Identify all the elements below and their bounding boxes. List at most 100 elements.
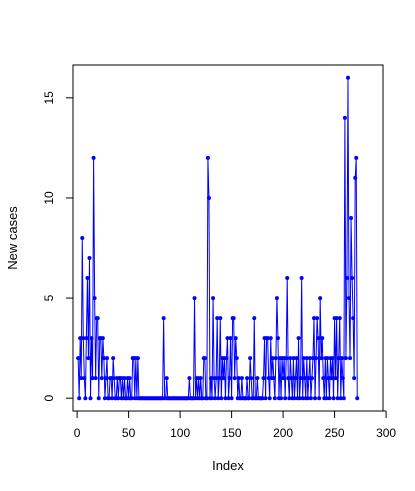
x-tick-label: 300 — [376, 426, 396, 440]
data-point — [255, 376, 260, 381]
x-tick-label: 200 — [273, 426, 293, 440]
data-point — [287, 396, 292, 401]
data-point — [288, 356, 293, 361]
data-point — [229, 396, 234, 401]
data-point — [101, 356, 106, 361]
data-point — [312, 316, 316, 321]
data-point — [239, 376, 244, 381]
data-point — [77, 396, 82, 401]
data-point — [317, 396, 322, 401]
data-point — [340, 376, 345, 381]
data-point — [248, 356, 253, 361]
data-point — [211, 296, 216, 301]
data-point — [76, 356, 81, 361]
data-point — [122, 376, 127, 381]
data-point — [82, 376, 87, 381]
y-tick-label: 0 — [42, 395, 56, 402]
data-point — [224, 356, 229, 361]
data-point — [231, 316, 236, 321]
data-point — [326, 376, 331, 381]
data-point — [233, 336, 238, 341]
data-point — [202, 356, 207, 361]
data-point — [227, 376, 232, 381]
data-point — [99, 376, 104, 381]
data-point — [102, 396, 107, 401]
data-point — [298, 376, 303, 381]
data-point — [342, 115, 347, 120]
data-point — [112, 376, 117, 381]
data-point — [339, 356, 344, 361]
data-point — [93, 376, 98, 381]
data-point — [111, 356, 116, 361]
data-point — [289, 376, 294, 381]
data-point — [198, 376, 203, 381]
data-point — [296, 336, 301, 341]
data-point — [300, 396, 305, 401]
data-point — [329, 376, 334, 381]
data-point — [209, 376, 214, 381]
data-point — [104, 356, 109, 361]
data-point — [164, 376, 169, 381]
x-axis: 0 50 100 150 200 250 300 — [74, 410, 396, 440]
x-tick-label: 100 — [170, 426, 190, 440]
data-point — [127, 376, 132, 381]
data-point — [355, 396, 360, 401]
data-point — [279, 396, 284, 401]
data-point — [270, 356, 275, 361]
data-point — [350, 276, 355, 281]
x-tick-label: 0 — [74, 426, 81, 440]
data-point — [319, 356, 324, 361]
data-point — [292, 396, 297, 401]
data-point — [285, 276, 290, 281]
data-point — [293, 376, 298, 381]
data-point — [315, 316, 320, 321]
data-point — [314, 356, 319, 361]
data-point — [299, 276, 304, 281]
data-point — [321, 376, 326, 381]
data-point — [335, 396, 340, 401]
data-point — [214, 376, 219, 381]
data-point — [210, 396, 215, 401]
y-tick-label: 15 — [42, 91, 56, 105]
series-group — [76, 75, 360, 401]
data-point — [245, 376, 250, 381]
data-point — [205, 155, 210, 160]
data-point — [218, 316, 223, 321]
data-point — [91, 155, 96, 160]
data-point — [313, 396, 318, 401]
data-point — [294, 356, 299, 361]
data-point — [85, 276, 90, 281]
data-point — [252, 316, 257, 321]
data-point — [100, 336, 105, 341]
data-point — [206, 195, 211, 200]
data-point — [86, 356, 91, 361]
data-point — [213, 396, 218, 401]
data-point — [330, 356, 335, 361]
data-point — [327, 396, 332, 401]
data-point — [135, 356, 140, 361]
data-point — [267, 396, 272, 401]
data-point — [309, 376, 314, 381]
data-point — [338, 396, 343, 401]
data-point — [306, 376, 311, 381]
data-point — [96, 396, 101, 401]
data-point — [83, 396, 88, 401]
data-point — [234, 356, 239, 361]
data-point — [192, 296, 197, 301]
data-point — [232, 376, 237, 381]
data-point — [320, 336, 325, 341]
data-point — [286, 376, 291, 381]
data-point — [92, 296, 97, 301]
data-point — [110, 396, 115, 401]
data-point — [304, 356, 309, 361]
data-point — [260, 396, 265, 401]
data-point — [351, 316, 356, 321]
data-point — [129, 396, 134, 401]
data-point — [228, 336, 233, 341]
data-point — [344, 276, 349, 281]
data-point — [272, 396, 277, 401]
data-point — [90, 376, 95, 381]
data-point — [354, 155, 359, 160]
data-point — [89, 336, 94, 341]
